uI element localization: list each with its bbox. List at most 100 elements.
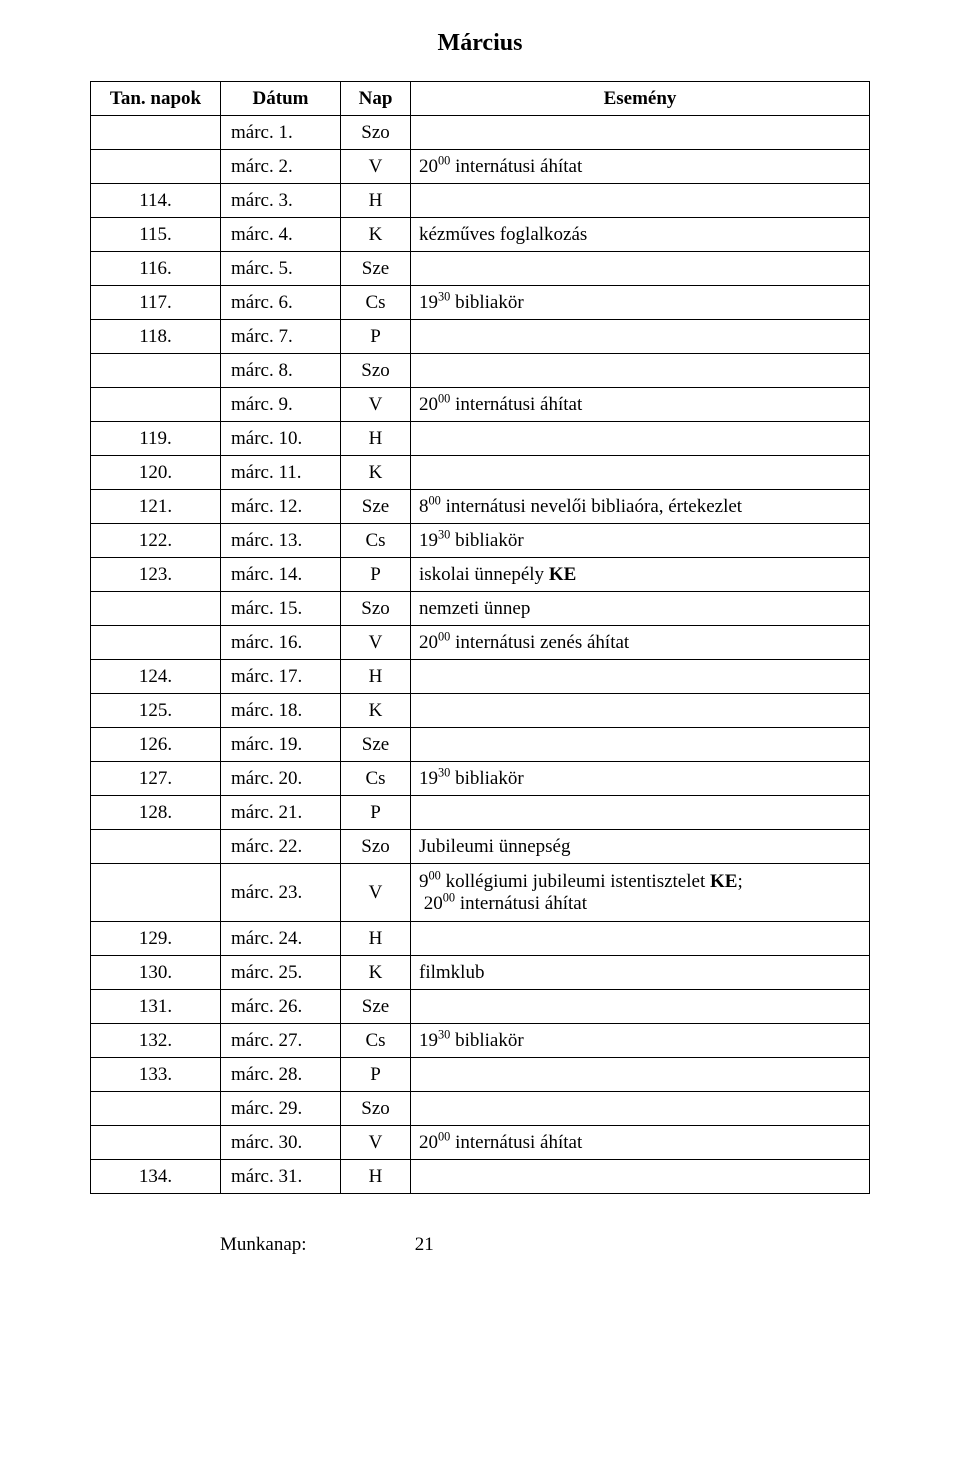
table-header-row: Tan. napok Dátum Nap Esemény <box>91 82 870 116</box>
cell-date: márc. 18. <box>221 694 341 728</box>
cell-day: K <box>341 694 411 728</box>
cell-event <box>411 354 870 388</box>
cell-event: 1930 bibliakör <box>411 524 870 558</box>
col-header-event: Esemény <box>411 82 870 116</box>
table-row: márc. 8.Szo <box>91 354 870 388</box>
cell-tan: 117. <box>91 286 221 320</box>
cell-event <box>411 1160 870 1194</box>
cell-event <box>411 1092 870 1126</box>
cell-tan: 127. <box>91 762 221 796</box>
cell-date: márc. 15. <box>221 592 341 626</box>
table-row: márc. 30.V2000 internátusi áhítat <box>91 1126 870 1160</box>
cell-date: márc. 17. <box>221 660 341 694</box>
cell-tan: 118. <box>91 320 221 354</box>
table-row: márc. 23.V900 kollégiumi jubileumi isten… <box>91 864 870 922</box>
cell-event <box>411 1058 870 1092</box>
page: Március Tan. napok Dátum Nap Esemény már… <box>0 0 960 1316</box>
cell-date: márc. 27. <box>221 1024 341 1058</box>
cell-date: márc. 14. <box>221 558 341 592</box>
cell-tan: 125. <box>91 694 221 728</box>
cell-tan <box>91 388 221 422</box>
table-row: 124.márc. 17.H <box>91 660 870 694</box>
cell-day: Cs <box>341 524 411 558</box>
cell-day: Sze <box>341 728 411 762</box>
cell-day: Sze <box>341 252 411 286</box>
col-header-day: Nap <box>341 82 411 116</box>
cell-event: 2000 internátusi áhítat <box>411 388 870 422</box>
cell-tan: 120. <box>91 456 221 490</box>
cell-date: márc. 6. <box>221 286 341 320</box>
cell-event <box>411 694 870 728</box>
table-row: 117.márc. 6.Cs1930 bibliakör <box>91 286 870 320</box>
cell-event: Jubileumi ünnepség <box>411 830 870 864</box>
col-header-tan: Tan. napok <box>91 82 221 116</box>
table-row: márc. 1.Szo <box>91 116 870 150</box>
cell-event: kézműves foglalkozás <box>411 218 870 252</box>
cell-tan: 128. <box>91 796 221 830</box>
cell-day: Szo <box>341 830 411 864</box>
cell-day: H <box>341 1160 411 1194</box>
cell-day: P <box>341 796 411 830</box>
table-row: 132.márc. 27.Cs1930 bibliakör <box>91 1024 870 1058</box>
footer-value: 21 <box>415 1234 434 1256</box>
cell-date: márc. 28. <box>221 1058 341 1092</box>
cell-day: Szo <box>341 592 411 626</box>
table-row: 130.márc. 25.Kfilmklub <box>91 956 870 990</box>
cell-tan: 132. <box>91 1024 221 1058</box>
cell-date: márc. 8. <box>221 354 341 388</box>
cell-date: márc. 2. <box>221 150 341 184</box>
table-row: márc. 2.V2000 internátusi áhítat <box>91 150 870 184</box>
cell-day: H <box>341 660 411 694</box>
cell-event: 2000 internátusi áhítat <box>411 1126 870 1160</box>
cell-day: V <box>341 388 411 422</box>
cell-event: 2000 internátusi zenés áhítat <box>411 626 870 660</box>
table-row: 114.márc. 3.H <box>91 184 870 218</box>
schedule-table: Tan. napok Dátum Nap Esemény márc. 1.Szo… <box>90 81 870 1194</box>
table-row: márc. 16.V2000 internátusi zenés áhítat <box>91 626 870 660</box>
cell-date: márc. 11. <box>221 456 341 490</box>
table-row: márc. 15.Szonemzeti ünnep <box>91 592 870 626</box>
cell-day: Cs <box>341 286 411 320</box>
cell-event <box>411 252 870 286</box>
cell-tan <box>91 864 221 922</box>
cell-tan <box>91 354 221 388</box>
table-row: 120.márc. 11.K <box>91 456 870 490</box>
cell-event: 1930 bibliakör <box>411 286 870 320</box>
cell-day: Sze <box>341 990 411 1024</box>
cell-day: P <box>341 1058 411 1092</box>
cell-tan: 119. <box>91 422 221 456</box>
cell-tan: 116. <box>91 252 221 286</box>
table-row: 133.márc. 28.P <box>91 1058 870 1092</box>
cell-date: márc. 1. <box>221 116 341 150</box>
cell-event <box>411 116 870 150</box>
cell-tan <box>91 830 221 864</box>
table-row: márc. 9.V2000 internátusi áhítat <box>91 388 870 422</box>
cell-tan: 123. <box>91 558 221 592</box>
cell-date: márc. 31. <box>221 1160 341 1194</box>
cell-date: márc. 24. <box>221 922 341 956</box>
cell-event: 1930 bibliakör <box>411 1024 870 1058</box>
cell-tan <box>91 116 221 150</box>
cell-event: filmklub <box>411 956 870 990</box>
table-row: 122.márc. 13.Cs1930 bibliakör <box>91 524 870 558</box>
cell-day: K <box>341 218 411 252</box>
cell-date: márc. 19. <box>221 728 341 762</box>
cell-event <box>411 796 870 830</box>
table-row: 131.márc. 26.Sze <box>91 990 870 1024</box>
table-row: 134.márc. 31.H <box>91 1160 870 1194</box>
footer-label: Munkanap: <box>220 1234 410 1256</box>
table-row: 125.márc. 18.K <box>91 694 870 728</box>
cell-day: Szo <box>341 116 411 150</box>
cell-event <box>411 990 870 1024</box>
table-row: 121.márc. 12.Sze800 internátusi nevelői … <box>91 490 870 524</box>
table-body: márc. 1.Szomárc. 2.V2000 internátusi áhí… <box>91 116 870 1194</box>
cell-date: márc. 9. <box>221 388 341 422</box>
cell-event: 900 kollégiumi jubileumi istentisztelet … <box>411 864 870 922</box>
cell-date: márc. 26. <box>221 990 341 1024</box>
cell-date: márc. 4. <box>221 218 341 252</box>
cell-event <box>411 456 870 490</box>
cell-tan: 124. <box>91 660 221 694</box>
table-row: 128.márc. 21.P <box>91 796 870 830</box>
cell-day: H <box>341 184 411 218</box>
table-row: márc. 22.SzoJubileumi ünnepség <box>91 830 870 864</box>
